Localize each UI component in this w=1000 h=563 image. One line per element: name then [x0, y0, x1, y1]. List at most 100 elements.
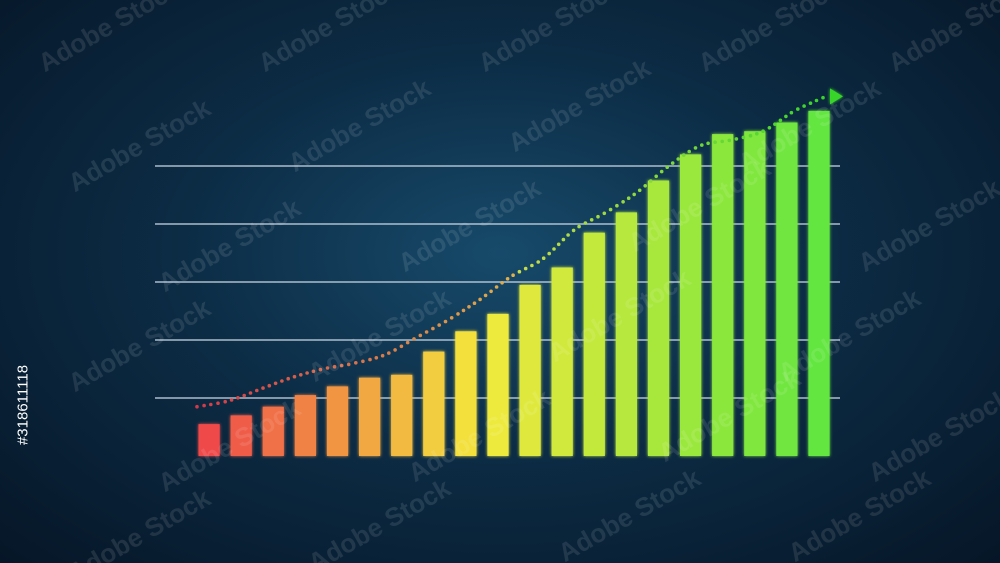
trend-dot [229, 398, 234, 402]
trend-dot [713, 140, 717, 144]
trend-dot [556, 242, 561, 247]
trend-dot [654, 174, 658, 179]
trend-dot [311, 369, 316, 374]
trend-dot [242, 393, 246, 398]
trend-dot [380, 353, 385, 358]
trend-dot [399, 344, 404, 349]
bar [744, 131, 766, 456]
trend-dot [755, 131, 759, 136]
trend-dot [412, 337, 416, 341]
trend-dot [494, 285, 499, 289]
trend-dot [687, 149, 691, 154]
stock-id-text: #318611118 [14, 364, 32, 446]
bar [615, 212, 637, 456]
trend-dot [467, 305, 471, 309]
trend-dot [443, 319, 448, 324]
trend-dot [202, 403, 206, 408]
trend-dot [418, 333, 423, 338]
trend-dot [552, 247, 556, 251]
stock-id-label: #318611118 [8, 340, 38, 470]
bar [712, 134, 734, 456]
trend-dot [332, 364, 337, 369]
trend-dot [621, 200, 625, 204]
trend-dot [626, 196, 631, 200]
trend-dot [821, 95, 825, 100]
trend-dot [195, 404, 199, 409]
trend-dot [761, 129, 765, 133]
trend-dot [734, 137, 739, 141]
bar [776, 122, 798, 456]
trend-dot [361, 359, 365, 364]
trend-dot [615, 203, 619, 208]
bar [487, 313, 509, 456]
trend-dot [368, 357, 372, 362]
trend-dot [608, 207, 613, 212]
bar [326, 386, 349, 456]
bar [423, 351, 445, 456]
trend-dot [261, 386, 265, 390]
bar [262, 406, 284, 456]
trend-dot [789, 110, 794, 115]
bar [230, 415, 252, 456]
trend-dot [767, 126, 772, 130]
trend-dot [280, 379, 284, 383]
trend-dot [748, 133, 753, 138]
trend-dot [706, 141, 710, 146]
trend-dot [431, 326, 435, 331]
trend-dot [637, 188, 642, 193]
bar [647, 180, 670, 456]
trend-dot [693, 146, 698, 150]
bar [455, 331, 477, 456]
bar [198, 424, 220, 456]
trend-dot [254, 388, 259, 393]
bar [583, 232, 605, 456]
bar [391, 374, 413, 456]
trend-dot [700, 143, 704, 147]
trend-dot [387, 351, 391, 355]
trend-dot [472, 301, 477, 306]
trend-dot [325, 366, 330, 370]
trend-dot [665, 165, 669, 169]
trend-dot [523, 266, 528, 271]
trend-dot [536, 260, 540, 264]
trend-dot [374, 356, 379, 360]
trend-dot [248, 391, 253, 395]
trend-dot [571, 228, 576, 233]
trend-dot [808, 101, 813, 105]
trend-dot [596, 214, 600, 219]
trend-dot [299, 373, 303, 377]
trend-dot [802, 104, 806, 108]
trend-dot [659, 169, 664, 174]
bar [294, 395, 316, 456]
trend-dot [773, 122, 777, 126]
trend-dot [339, 363, 344, 368]
trend-dot [286, 376, 291, 381]
trend-dot [236, 396, 240, 400]
bar [680, 154, 702, 456]
trend-dot [577, 224, 581, 229]
trend-dot [267, 383, 272, 388]
trend-dot [424, 330, 429, 334]
trend-dot [500, 281, 504, 285]
trend-dot [489, 289, 493, 294]
trend-dot [216, 401, 220, 406]
trend-dot [681, 153, 686, 157]
bar [359, 377, 381, 456]
trend-dot [354, 361, 358, 365]
trend-dot [223, 399, 227, 404]
trend-arrow-icon [830, 88, 843, 105]
trend-dot [589, 218, 594, 222]
trend-dot [566, 233, 570, 237]
trend-dot [405, 340, 410, 345]
trend-dot [727, 138, 732, 143]
trend-dot [741, 135, 746, 140]
trend-dot [292, 374, 297, 379]
axes [155, 103, 840, 489]
trend-dot [784, 114, 788, 119]
trend-dot [318, 367, 323, 372]
trend-dot [643, 184, 647, 188]
trend-dot [547, 251, 551, 256]
trend-dot [676, 157, 680, 161]
